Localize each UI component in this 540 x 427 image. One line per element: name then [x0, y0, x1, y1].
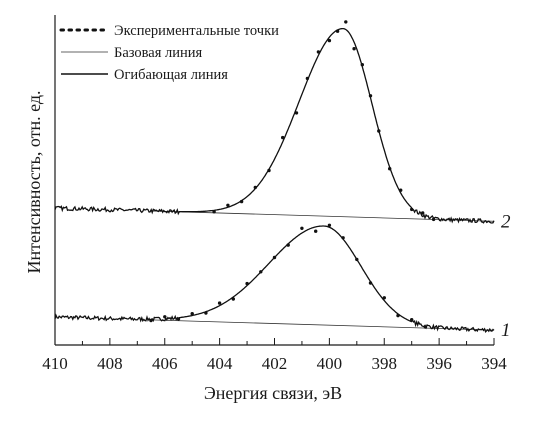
data-point: [355, 257, 359, 262]
series: 12: [54, 20, 511, 341]
x-tick-label: 408: [97, 354, 123, 373]
baseline-1: [151, 319, 495, 331]
curve-label-1: 1: [501, 320, 511, 341]
x-tick-label: 404: [207, 354, 233, 373]
legend-item: Экспериментальные точки: [59, 23, 279, 39]
data-point: [281, 135, 285, 140]
baseline-2: [151, 210, 495, 222]
data-point: [360, 62, 364, 67]
data-point: [382, 296, 386, 300]
spectrum-1: 1: [54, 223, 511, 341]
data-point: [231, 297, 235, 301]
data-point: [388, 167, 392, 171]
data-point: [377, 129, 381, 133]
data-point: [204, 311, 208, 315]
data-point: [327, 223, 332, 227]
x-tick-label: 410: [42, 354, 68, 373]
data-point: [327, 38, 332, 43]
data-point: [272, 255, 277, 260]
curve-label-2: 2: [501, 211, 511, 232]
spectrum-2: 2: [54, 20, 511, 232]
data-point: [149, 318, 153, 323]
data-point: [286, 243, 290, 247]
data-point: [294, 111, 299, 115]
legend: Экспериментальные точки Базовая линия Огиб…: [59, 23, 279, 83]
x-tick-label: 398: [372, 354, 398, 373]
data-point: [253, 185, 257, 190]
data-point: [217, 301, 222, 305]
data-point: [212, 210, 216, 214]
data-point: [341, 236, 345, 240]
data-point: [421, 211, 425, 215]
legend-label: Базовая линия: [114, 45, 203, 61]
envelope-2: [54, 27, 495, 224]
data-point: [410, 318, 414, 322]
data-point: [396, 313, 400, 318]
data-point: [368, 281, 373, 285]
data-point: [226, 203, 230, 207]
data-point: [163, 315, 167, 319]
data-point: [410, 207, 414, 212]
x-tick-label: 406: [152, 354, 178, 373]
x-tick-label: 396: [426, 354, 452, 373]
data-point: [245, 281, 249, 286]
data-point: [314, 229, 318, 233]
data-point: [399, 188, 403, 192]
data-point: [316, 50, 321, 54]
x-axis-label: Энергия связи, эВ: [204, 383, 342, 403]
data-point: [344, 20, 348, 24]
data-point: [305, 76, 310, 81]
envelope-1: [54, 225, 495, 333]
data-point: [259, 270, 263, 274]
x-tick-label: 400: [317, 354, 343, 373]
axes: 410 408 406 404 402 400 398 396 394: [42, 15, 507, 373]
data-point: [267, 168, 271, 173]
data-point: [352, 47, 356, 51]
legend-label: Огибающая линия: [114, 67, 228, 83]
data-point: [335, 29, 340, 33]
x-tick-label: 402: [262, 354, 288, 373]
data-point: [239, 199, 244, 204]
legend-item: Базовая линия: [61, 45, 203, 61]
data-point: [190, 312, 194, 316]
legend-item: Огибающая линия: [61, 67, 228, 83]
data-point: [300, 226, 304, 230]
data-point: [368, 94, 373, 98]
data-point: [431, 217, 436, 222]
data-point: [176, 317, 181, 321]
x-tick-label: 394: [481, 354, 507, 373]
legend-label: Экспериментальные точки: [114, 23, 279, 39]
y-axis-label: Интенсивность, отн. ед.: [24, 90, 44, 273]
data-point: [423, 325, 428, 329]
